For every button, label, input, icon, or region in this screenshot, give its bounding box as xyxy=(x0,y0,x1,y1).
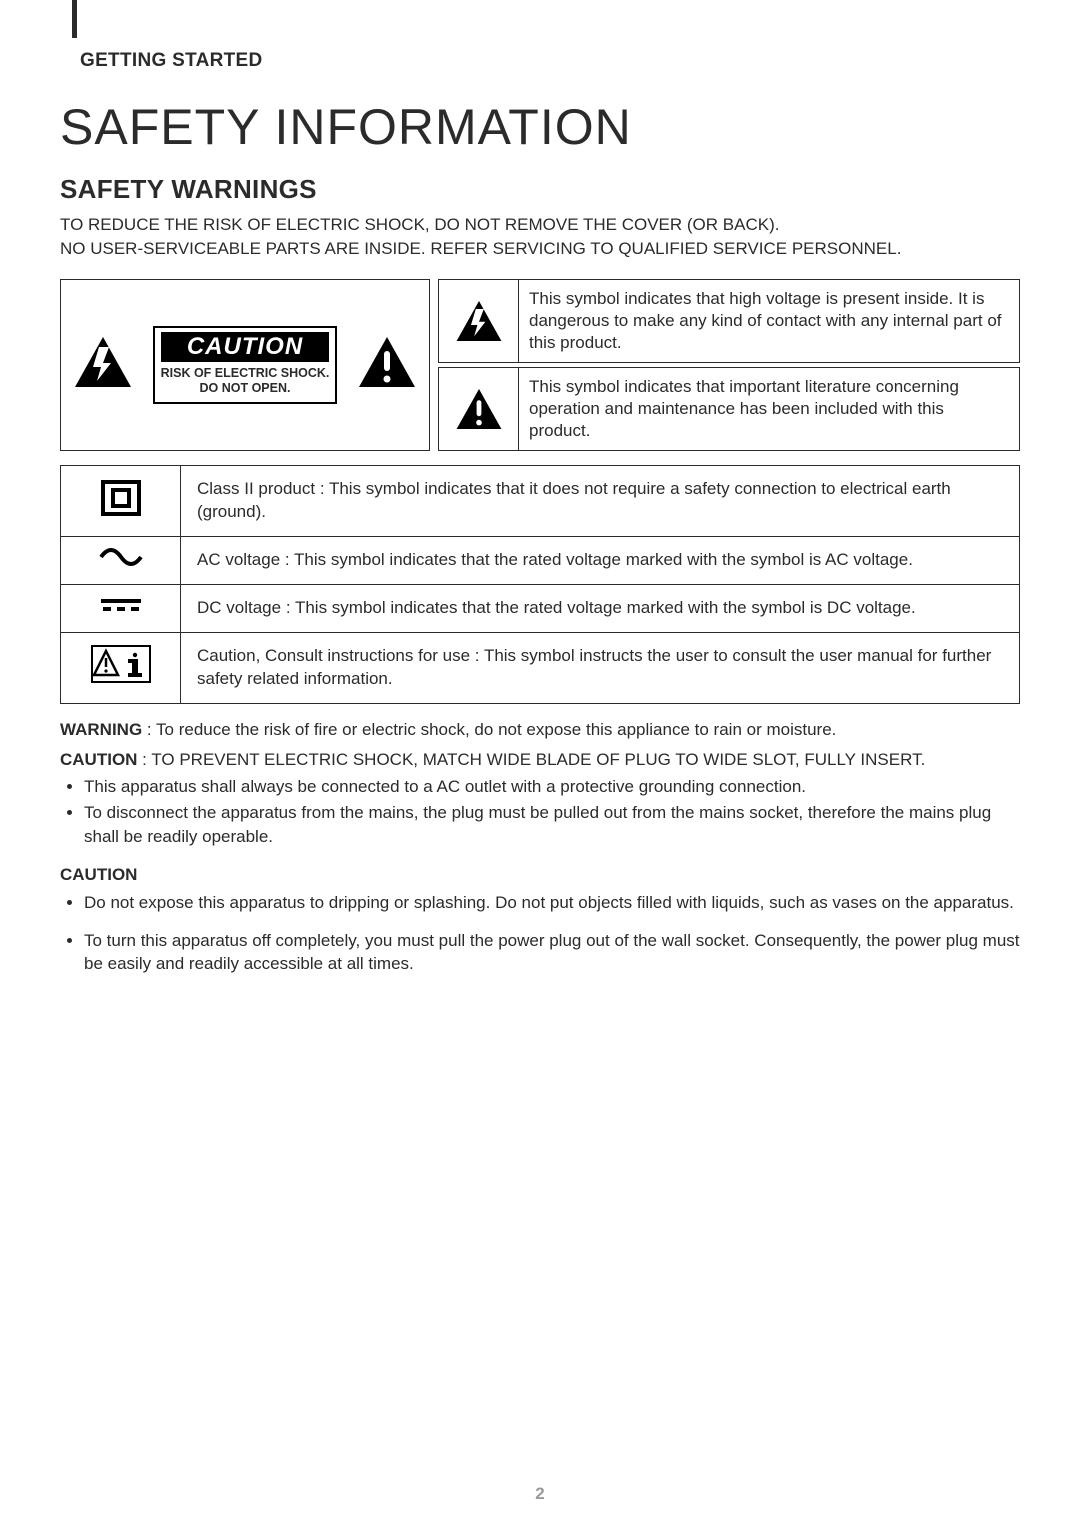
warning-label: WARNING xyxy=(60,720,142,739)
exclamation-icon xyxy=(439,368,519,450)
caution-paragraph: CAUTION : TO PREVENT ELECTRIC SHOCK, MAT… xyxy=(60,748,1020,772)
caution-label: CAUTION xyxy=(60,750,137,769)
dc-voltage-icon xyxy=(61,584,181,632)
symbol-explain-text: This symbol indicates that high voltage … xyxy=(519,280,1019,362)
caution-item-list: Do not expose this apparatus to dripping… xyxy=(84,891,1020,976)
caution-box-title: CAUTION xyxy=(161,332,330,362)
page-title: SAFETY INFORMATION xyxy=(60,98,1020,156)
caution-box-sub2: DO NOT OPEN. xyxy=(161,381,330,396)
caution-panel: CAUTION RISK OF ELECTRIC SHOCK. DO NOT O… xyxy=(60,279,430,452)
symbol-description: Caution, Consult instructions for use : … xyxy=(181,632,1020,703)
list-item: To disconnect the apparatus from the mai… xyxy=(84,801,1020,849)
symbol-description: DC voltage : This symbol indicates that … xyxy=(181,584,1020,632)
list-item: Do not expose this apparatus to dripping… xyxy=(84,891,1020,915)
symbol-description: AC voltage : This symbol indicates that … xyxy=(181,537,1020,585)
caution-heading: CAUTION xyxy=(60,865,1020,885)
symbol-explain-row: This symbol indicates that important lit… xyxy=(438,367,1020,451)
symbol-explain-column: This symbol indicates that high voltage … xyxy=(438,279,1020,452)
intro-line-1: TO REDUCE THE RISK OF ELECTRIC SHOCK, DO… xyxy=(60,213,1020,237)
table-row: DC voltage : This symbol indicates that … xyxy=(61,584,1020,632)
lightning-icon xyxy=(439,280,519,362)
section-label: GETTING STARTED xyxy=(80,50,1020,72)
list-item: To turn this apparatus off completely, y… xyxy=(84,929,1020,977)
symbol-description: Class II product : This symbol indicates… xyxy=(181,466,1020,537)
list-item: This apparatus shall always be connected… xyxy=(84,775,1020,799)
symbol-explain-text: This symbol indicates that important lit… xyxy=(519,368,1019,450)
exclamation-icon xyxy=(357,335,417,394)
warning-text: : To reduce the risk of fire or electric… xyxy=(142,720,836,739)
instruction-list: This apparatus shall always be connected… xyxy=(84,775,1020,848)
warning-panel-row: CAUTION RISK OF ELECTRIC SHOCK. DO NOT O… xyxy=(60,279,1020,452)
symbol-table: Class II product : This symbol indicates… xyxy=(60,465,1020,704)
caution-box: CAUTION RISK OF ELECTRIC SHOCK. DO NOT O… xyxy=(153,326,338,404)
page-number: 2 xyxy=(535,1484,544,1504)
ac-voltage-icon xyxy=(61,537,181,585)
class2-icon xyxy=(61,466,181,537)
page-subtitle: SAFETY WARNINGS xyxy=(60,174,1020,205)
lightning-icon xyxy=(73,335,133,394)
symbol-explain-row: This symbol indicates that high voltage … xyxy=(438,279,1020,363)
consult-manual-icon xyxy=(61,632,181,703)
intro-line-2: NO USER-SERVICEABLE PARTS ARE INSIDE. RE… xyxy=(60,237,1020,261)
caution-text: : TO PREVENT ELECTRIC SHOCK, MATCH WIDE … xyxy=(137,750,925,769)
caution-box-sub1: RISK OF ELECTRIC SHOCK. xyxy=(161,366,330,381)
table-row: AC voltage : This symbol indicates that … xyxy=(61,537,1020,585)
page-tab-mark xyxy=(72,0,77,38)
table-row: Class II product : This symbol indicates… xyxy=(61,466,1020,537)
warning-paragraph: WARNING : To reduce the risk of fire or … xyxy=(60,718,1020,742)
table-row: Caution, Consult instructions for use : … xyxy=(61,632,1020,703)
